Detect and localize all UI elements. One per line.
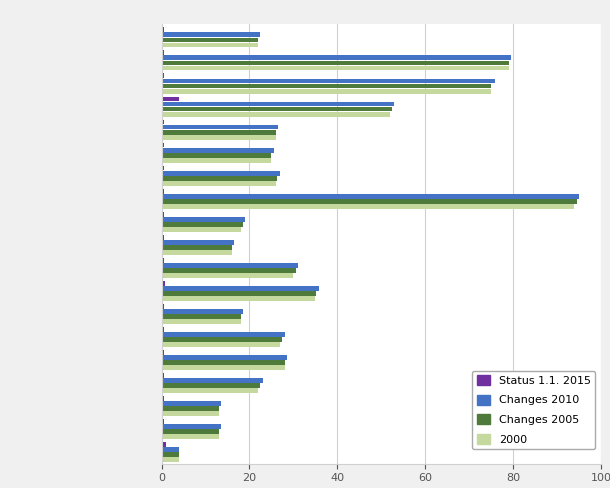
Bar: [162, 158, 271, 163]
Bar: [162, 258, 164, 263]
Bar: [162, 268, 296, 273]
Bar: [162, 194, 579, 199]
Bar: [162, 434, 219, 439]
Bar: [162, 148, 274, 153]
Bar: [162, 130, 276, 135]
Bar: [162, 396, 164, 401]
Bar: [162, 217, 245, 222]
Bar: [162, 135, 276, 140]
Bar: [162, 65, 509, 70]
Bar: [162, 452, 179, 457]
Bar: [162, 112, 390, 117]
Bar: [162, 327, 164, 332]
Bar: [162, 204, 575, 209]
Bar: [162, 355, 287, 360]
Bar: [162, 165, 164, 170]
Bar: [162, 388, 258, 393]
Bar: [162, 373, 164, 378]
Bar: [162, 319, 241, 324]
Bar: [162, 365, 285, 370]
Bar: [162, 304, 164, 309]
Bar: [162, 171, 280, 176]
Bar: [162, 419, 164, 424]
Bar: [162, 286, 319, 291]
Bar: [162, 240, 234, 244]
Legend: Status 1.1. 2015, Changes 2010, Changes 2005, 2000: Status 1.1. 2015, Changes 2010, Changes …: [472, 370, 595, 449]
Bar: [162, 337, 282, 342]
Bar: [162, 360, 285, 365]
Bar: [162, 291, 316, 296]
Bar: [162, 176, 277, 181]
Bar: [162, 296, 315, 301]
Bar: [162, 411, 219, 416]
Bar: [162, 457, 179, 462]
Bar: [162, 199, 576, 203]
Bar: [162, 33, 260, 37]
Bar: [162, 250, 232, 255]
Bar: [162, 56, 511, 61]
Bar: [162, 350, 164, 355]
Bar: [162, 142, 164, 147]
Bar: [162, 332, 285, 337]
Bar: [162, 79, 495, 83]
Bar: [162, 97, 179, 102]
Bar: [162, 74, 164, 79]
Bar: [162, 309, 243, 314]
Bar: [162, 245, 232, 250]
Bar: [162, 378, 263, 383]
Bar: [162, 227, 241, 232]
Bar: [162, 89, 491, 94]
Bar: [162, 442, 166, 447]
Bar: [162, 120, 164, 124]
Bar: [162, 50, 164, 55]
Bar: [162, 153, 271, 158]
Bar: [162, 383, 260, 388]
Bar: [162, 429, 219, 434]
Bar: [162, 83, 491, 88]
Bar: [162, 273, 293, 278]
Bar: [162, 102, 395, 106]
Bar: [162, 181, 276, 185]
Bar: [162, 281, 165, 285]
Bar: [162, 447, 179, 452]
Bar: [162, 38, 258, 42]
Bar: [162, 189, 164, 194]
Bar: [162, 406, 219, 411]
Bar: [162, 235, 164, 240]
Bar: [162, 61, 509, 65]
Bar: [162, 42, 258, 47]
Bar: [162, 314, 241, 319]
Bar: [162, 263, 298, 268]
Bar: [162, 401, 221, 406]
Bar: [162, 222, 243, 226]
Bar: [162, 27, 164, 32]
Bar: [162, 124, 278, 129]
Bar: [162, 342, 280, 347]
Bar: [162, 212, 164, 217]
Bar: [162, 106, 392, 111]
Bar: [162, 424, 221, 429]
